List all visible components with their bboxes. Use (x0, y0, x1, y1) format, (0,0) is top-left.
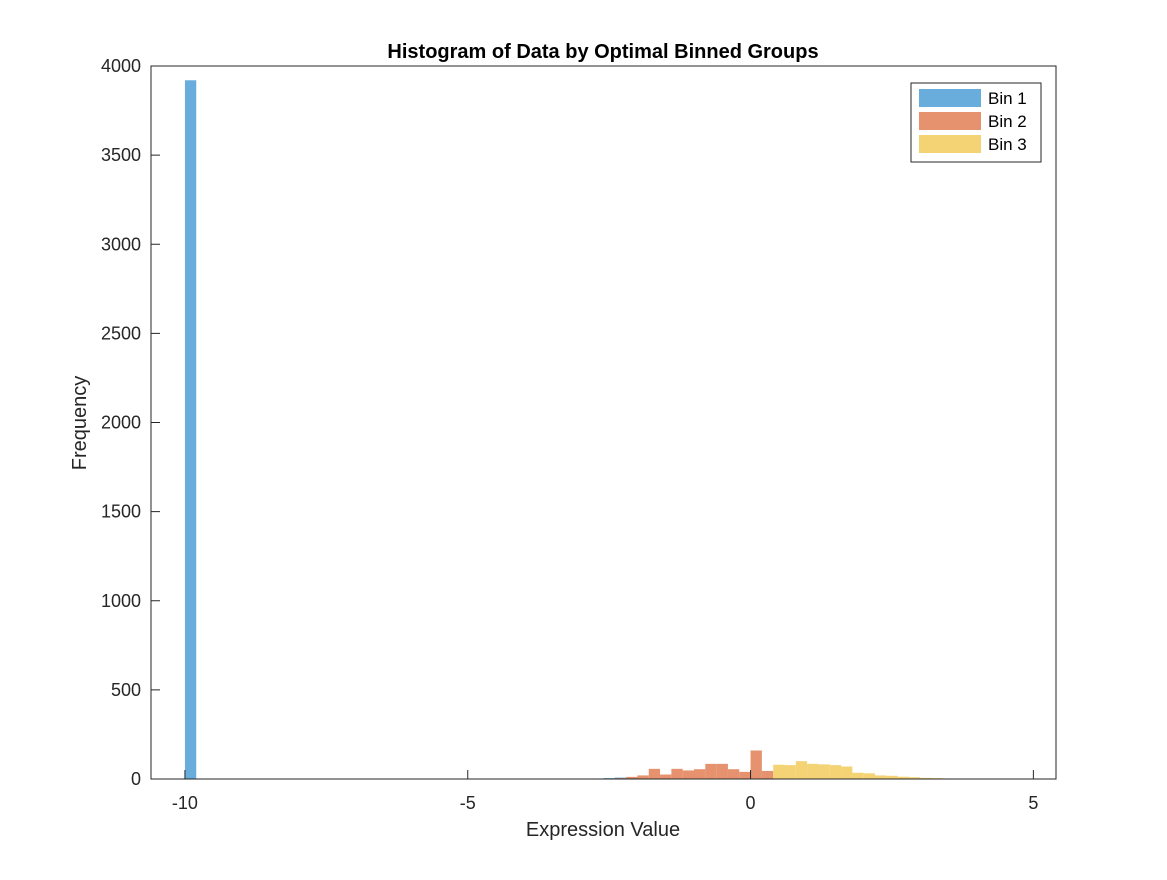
legend-entries: Bin 1 Bin 2 Bin 3 (919, 89, 1027, 154)
histogram-bar (683, 770, 694, 779)
histogram-bar (762, 771, 773, 779)
histogram-bar (785, 765, 796, 779)
histogram-bar (637, 775, 648, 779)
y-tick-label: 500 (111, 680, 141, 700)
legend-label: Bin 1 (988, 89, 1027, 108)
histogram-bar (705, 764, 716, 779)
histogram-bar (728, 769, 739, 779)
legend-swatch (919, 89, 981, 107)
y-tick-label: 1000 (101, 591, 141, 611)
legend-label: Bin 3 (988, 135, 1027, 154)
histogram-bar (739, 772, 750, 779)
x-tick-label: 0 (746, 793, 756, 813)
y-tick-label: 1500 (101, 502, 141, 522)
histogram-bar (830, 765, 841, 779)
histogram-bar (649, 769, 660, 779)
x-axis-label: Expression Value (526, 819, 680, 841)
bars-layer (185, 80, 966, 779)
histogram-bar (841, 767, 852, 779)
histogram-bar (660, 775, 671, 779)
legend: Bin 1 Bin 2 Bin 3 (911, 83, 1041, 162)
histogram-bar (671, 769, 682, 779)
x-tick-label: -5 (460, 793, 476, 813)
y-tick-label: 4000 (101, 56, 141, 76)
legend-label: Bin 2 (988, 112, 1027, 131)
y-tick-label: 3000 (101, 234, 141, 254)
x-tick-label: -10 (172, 793, 198, 813)
ticks-layer: -10 -5 0 5 0 500 1000 1500 2000 2500 3000 3500 4000 (101, 56, 1038, 813)
axes-frame (151, 66, 1056, 779)
x-tick-label: 5 (1028, 793, 1038, 813)
histogram-bar (773, 765, 784, 779)
histogram-bar (796, 761, 807, 779)
histogram-bar (694, 769, 705, 779)
legend-swatch (919, 135, 981, 153)
y-tick-label: 2500 (101, 323, 141, 343)
histogram-bar (875, 775, 886, 779)
histogram-bar (185, 80, 196, 779)
histogram-bar (751, 750, 762, 779)
histogram-bar (717, 764, 728, 779)
histogram-bar (852, 773, 863, 779)
y-axis-label: Frequency (69, 376, 91, 471)
y-tick-label: 2000 (101, 413, 141, 433)
legend-swatch (919, 112, 981, 130)
y-tick-label: 3500 (101, 145, 141, 165)
y-tick-label: 0 (131, 769, 141, 789)
histogram-bar (818, 764, 829, 779)
histogram-bar (807, 764, 818, 779)
chart-title: Histogram of Data by Optimal Binned Grou… (387, 41, 818, 63)
histogram-bar (864, 773, 875, 779)
